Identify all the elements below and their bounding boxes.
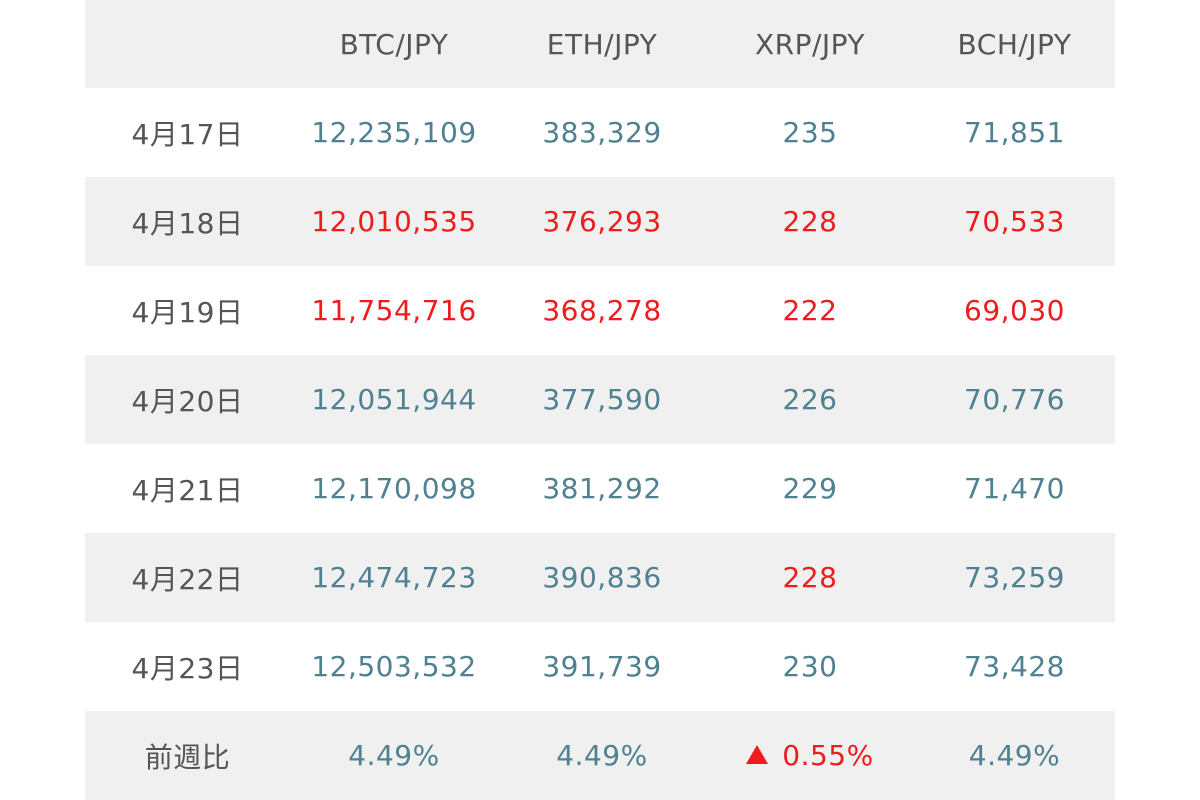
header-cell-bch: BCH/JPY [914, 0, 1115, 88]
eth-week-change-value: 4.49% [556, 739, 648, 772]
eth-price: 376,293 [498, 177, 706, 266]
triangle-up-icon [746, 745, 769, 764]
table-row: 4月19日 11,754,716 368,278 222 69,030 [85, 266, 1115, 355]
price-table-container: BTC/JPY ETH/JPY XRP/JPY BCH/JPY 4月17日 12… [85, 0, 1115, 800]
btc-price: 12,010,535 [290, 177, 498, 266]
row-date: 4月20日 [85, 355, 290, 444]
xrp-price: 229 [706, 444, 914, 533]
btc-price: 12,474,723 [290, 533, 498, 622]
eth-price: 383,329 [498, 88, 706, 177]
table-row: 4月20日 12,051,944 377,590 226 70,776 [85, 355, 1115, 444]
row-date: 4月17日 [85, 88, 290, 177]
eth-price: 390,836 [498, 533, 706, 622]
bch-price: 70,533 [914, 177, 1115, 266]
header-cell-btc: BTC/JPY [290, 0, 498, 88]
row-date: 4月22日 [85, 533, 290, 622]
xrp-price: 228 [706, 177, 914, 266]
btc-price: 12,235,109 [290, 88, 498, 177]
btc-price: 12,051,944 [290, 355, 498, 444]
btc-week-change: 4.49% [290, 711, 498, 800]
bch-week-change: 4.49% [914, 711, 1115, 800]
bch-price: 71,470 [914, 444, 1115, 533]
btc-week-change-value: 4.49% [348, 739, 440, 772]
bch-price: 71,851 [914, 88, 1115, 177]
bch-price: 69,030 [914, 266, 1115, 355]
table-row: 4月17日 12,235,109 383,329 235 71,851 [85, 88, 1115, 177]
row-date: 4月21日 [85, 444, 290, 533]
eth-week-change: 4.49% [498, 711, 706, 800]
btc-price: 11,754,716 [290, 266, 498, 355]
btc-price: 12,170,098 [290, 444, 498, 533]
xrp-price: 222 [706, 266, 914, 355]
row-date: 4月23日 [85, 622, 290, 711]
xrp-week-change-value: 0.55% [782, 739, 874, 772]
bch-price: 70,776 [914, 355, 1115, 444]
eth-price: 381,292 [498, 444, 706, 533]
bch-price: 73,259 [914, 533, 1115, 622]
row-date: 4月18日 [85, 177, 290, 266]
weekly-price-table: BTC/JPY ETH/JPY XRP/JPY BCH/JPY 4月17日 12… [85, 0, 1115, 800]
eth-price: 368,278 [498, 266, 706, 355]
bch-price: 73,428 [914, 622, 1115, 711]
eth-price: 391,739 [498, 622, 706, 711]
eth-price: 377,590 [498, 355, 706, 444]
xrp-price: 226 [706, 355, 914, 444]
btc-price: 12,503,532 [290, 622, 498, 711]
week-change-row: 前週比 4.49% 4.49% 0.55% 4.49% [85, 711, 1115, 800]
table-row: 4月21日 12,170,098 381,292 229 71,470 [85, 444, 1115, 533]
header-cell-date [85, 0, 290, 88]
table-row: 4月18日 12,010,535 376,293 228 70,533 [85, 177, 1115, 266]
xrp-price: 228 [706, 533, 914, 622]
week-change-label: 前週比 [85, 711, 290, 800]
header-cell-xrp: XRP/JPY [706, 0, 914, 88]
table-row: 4月23日 12,503,532 391,739 230 73,428 [85, 622, 1115, 711]
header-cell-eth: ETH/JPY [498, 0, 706, 88]
header-row: BTC/JPY ETH/JPY XRP/JPY BCH/JPY [85, 0, 1115, 88]
xrp-price: 235 [706, 88, 914, 177]
bch-week-change-value: 4.49% [968, 739, 1061, 772]
table-row: 4月22日 12,474,723 390,836 228 73,259 [85, 533, 1115, 622]
xrp-week-change: 0.55% [706, 711, 914, 800]
xrp-price: 230 [706, 622, 914, 711]
row-date: 4月19日 [85, 266, 290, 355]
